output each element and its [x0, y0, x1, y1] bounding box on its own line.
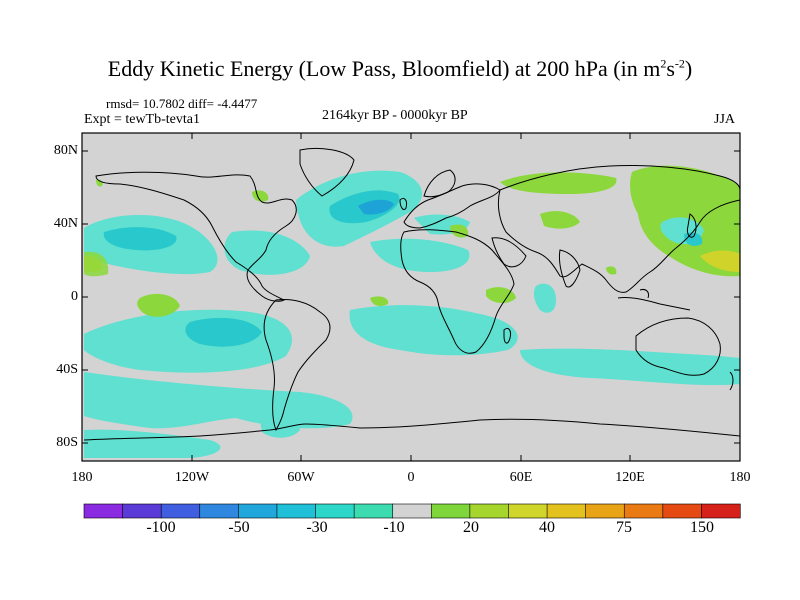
lon-label-180w: 180 [72, 470, 93, 486]
lon-label-60w: 60W [287, 470, 314, 486]
colorbar-label-m30: -30 [306, 519, 327, 537]
colorbar-swatch [354, 504, 393, 518]
colorbar-swatch [508, 504, 547, 518]
lon-label-60e: 60E [510, 470, 533, 486]
lat-label-80s: 80S [56, 435, 78, 451]
colorbar-swatch [624, 504, 663, 518]
colorbar-label-20: 20 [463, 519, 479, 537]
colorbar-swatch [316, 504, 355, 518]
colorbar-swatch [238, 504, 277, 518]
colorbar-swatch [393, 504, 432, 518]
colorbar [84, 504, 740, 518]
colorbar-swatch [547, 504, 586, 518]
colorbar-label-40: 40 [539, 519, 555, 537]
colorbar-swatch [663, 504, 702, 518]
colorbar-label-75: 75 [616, 519, 632, 537]
lat-label-40n: 40N [54, 216, 78, 232]
lon-label-180e: 180 [730, 470, 751, 486]
lat-label-0: 0 [71, 289, 78, 305]
colorbar-swatch [701, 504, 740, 518]
lat-label-40s: 40S [56, 362, 78, 378]
colorbar-swatch [431, 504, 470, 518]
map-figure [0, 0, 800, 600]
colorbar-swatch [123, 504, 162, 518]
colorbar-label-m10: -10 [383, 519, 404, 537]
lat-label-80n: 80N [54, 143, 78, 159]
colorbar-swatch [200, 504, 239, 518]
lon-label-120e: 120E [615, 470, 645, 486]
lon-label-0: 0 [408, 470, 415, 486]
colorbar-swatch [470, 504, 509, 518]
colorbar-swatch [161, 504, 200, 518]
colorbar-swatch [84, 504, 123, 518]
colorbar-label-150: 150 [690, 519, 714, 537]
colorbar-swatch [586, 504, 625, 518]
colorbar-label-m100: -100 [146, 519, 175, 537]
colorbar-swatch [277, 504, 316, 518]
lon-label-120w: 120W [175, 470, 209, 486]
colorbar-label-m50: -50 [228, 519, 249, 537]
